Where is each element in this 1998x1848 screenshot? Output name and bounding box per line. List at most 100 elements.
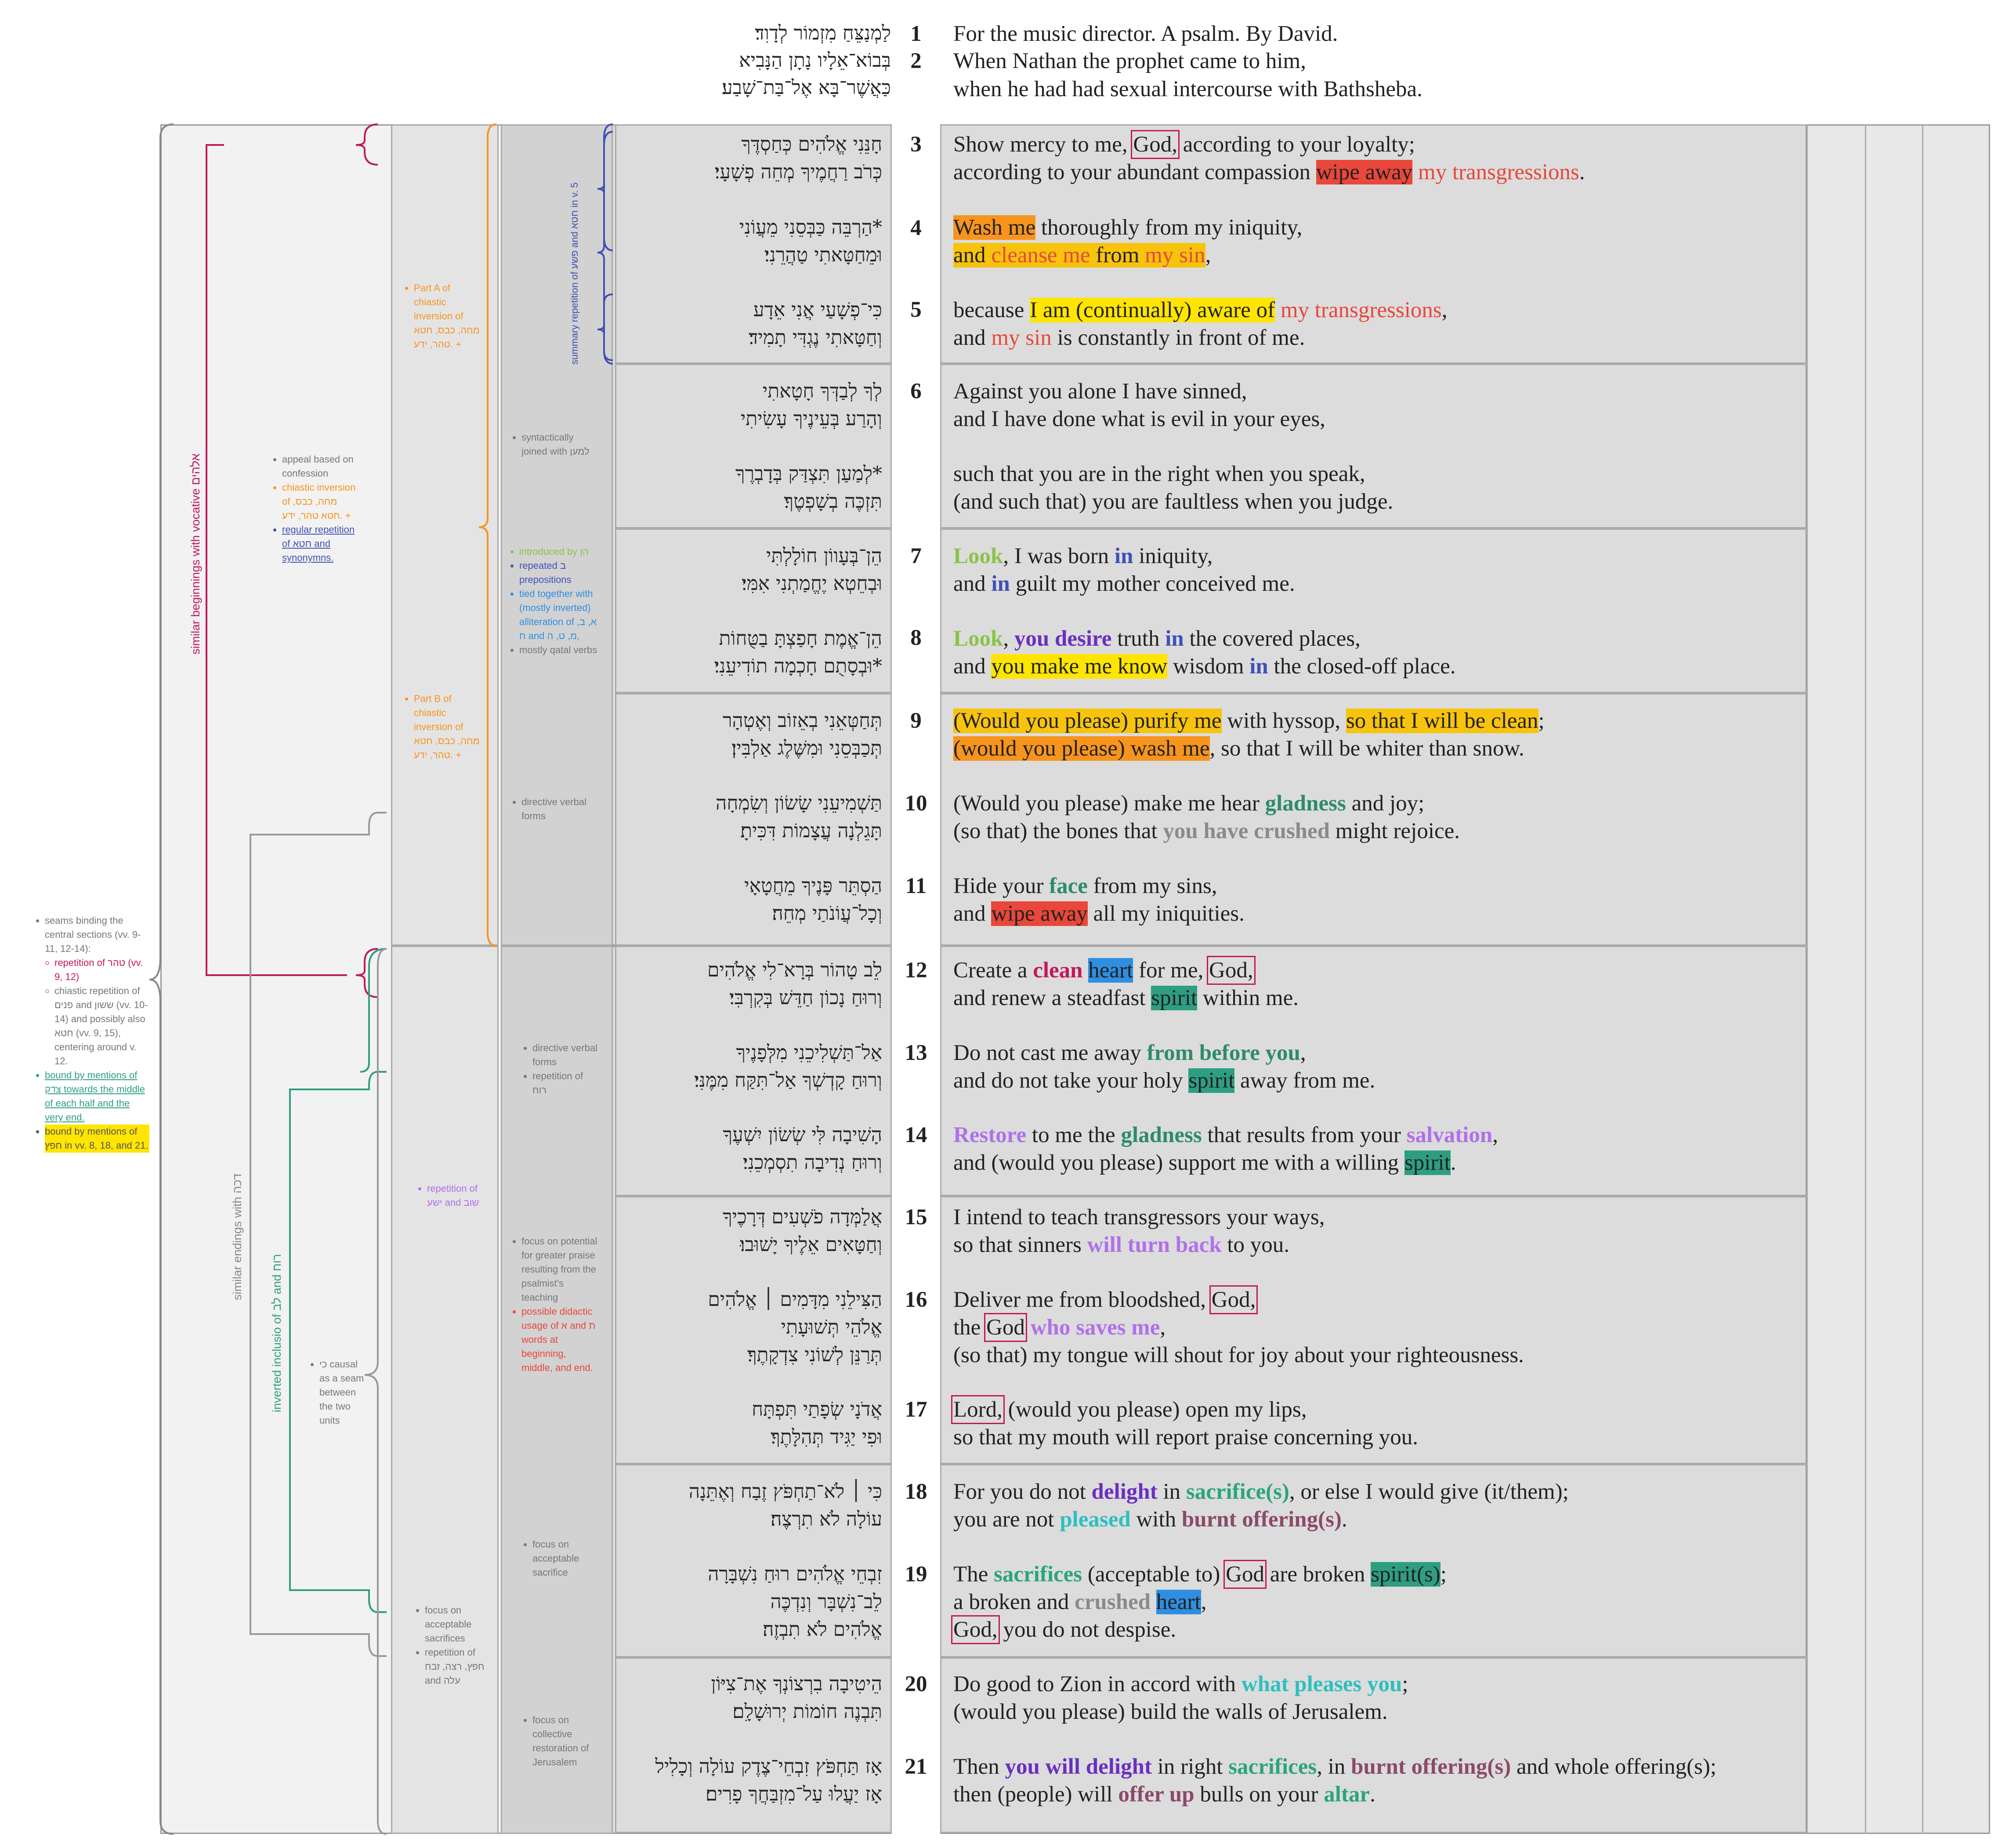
- header-english-1: For the music director. A psalm. By Davi…: [953, 22, 1338, 46]
- english-v20b: (would you please) build the walls of Je…: [953, 1700, 1388, 1724]
- annotation-column-d: [501, 946, 613, 1834]
- english-v14b: and (would you please) support me with a…: [953, 1150, 1456, 1175]
- hebrew-v15b: וְחַטָּאִים אֵלֶיךָ יָשׁוּבוּ׃: [740, 1233, 882, 1256]
- english-v21a: Then you will delight in right sacrifice…: [953, 1754, 1717, 1779]
- hebrew-v19a: זִבְחֵי אֱלֹהִים רוּחַ נִשְׁבָּרָה: [708, 1563, 882, 1585]
- he-box-15-17: [615, 1196, 892, 1464]
- english-v16b: the God who saves me,: [953, 1313, 1166, 1342]
- section-box-18-19: [940, 1464, 1808, 1657]
- magenta-brace-mid: [355, 948, 378, 998]
- hebrew-v4a: *הַרְבֵּה כַּבְּסֵנִי מֵעֲוֹנִי: [739, 216, 882, 239]
- english-v12a: Create a clean heart for me, God,: [953, 956, 1256, 985]
- header-hebrew-3: כַּאֲשֶׁר־בָּא אֶל־בַּת־שָׁבַע׃: [721, 76, 891, 99]
- verse-number-8: 8: [910, 626, 922, 650]
- seams-note: seams binding the central sections (vv. …: [35, 914, 149, 1153]
- hebrew-v7a: הֵן־בְּעָווֹן חוֹלָלְתִּי: [766, 545, 882, 567]
- verse-number-5: 5: [910, 297, 922, 322]
- hebrew-v21a: אָז תַּחְפֹּץ זִבְחֵי־צֶדֶק עוֹלָה וְכָל…: [655, 1755, 882, 1778]
- english-v4a: Wash me thoroughly from my iniquity,: [953, 215, 1303, 240]
- hebrew-v14b: וְרוּחַ נְדִיבָה תִסְמְכֵנִי׃: [743, 1151, 882, 1174]
- english-v19a: The sacrifices (acceptable to) God are b…: [953, 1560, 1447, 1589]
- verse-number-12: 12: [905, 958, 927, 983]
- dakah-bracket: [250, 812, 387, 1657]
- english-v6b: and I have done what is evil in your eye…: [953, 407, 1325, 431]
- inclusio-label: inverted inclusio of לב and רוח: [270, 1254, 283, 1412]
- english-v6d: (and such that) you are faultless when y…: [953, 489, 1394, 514]
- annotation-column-c: [501, 124, 613, 946]
- english-v3b: according to your abundant compassion wi…: [953, 160, 1585, 184]
- verse-number-13: 13: [905, 1041, 927, 1065]
- vocative-god: God,: [1131, 130, 1180, 159]
- english-v9b: (would you please) wash me, so that I wi…: [953, 736, 1524, 761]
- section-box-15-17: [940, 1196, 1808, 1464]
- hebrew-v9b: תְּכַבְּסֵנִי וּמִשֶּׁלֶג אַלְבִּין׃: [731, 737, 882, 759]
- verse-number-16: 16: [905, 1287, 927, 1312]
- english-v17b: so that my mouth will report praise conc…: [953, 1425, 1419, 1450]
- english-panel-b: [940, 946, 1819, 1834]
- english-v19c: God, you do not despise.: [951, 1615, 1176, 1644]
- hebrew-v19c: אֱלֹהִים לֹא תִבְזֶה׃: [763, 1618, 882, 1641]
- annotation-column-b: [391, 946, 499, 1834]
- english-v11b: and wipe away all my iniquities.: [953, 901, 1245, 926]
- verse-number-9: 9: [910, 709, 922, 733]
- verse-number-2: 2: [910, 49, 922, 73]
- he-box-12-14: [615, 946, 892, 1196]
- focus-collective-note: focus on collective restoration of Jerus…: [523, 1713, 597, 1769]
- hebrew-v4b: וּמֵחַטָּאתִי טַהֲרֵנִי׃: [764, 244, 882, 266]
- section-box-12-14: [940, 946, 1808, 1196]
- verse-number-10: 10: [905, 791, 927, 816]
- hebrew-v7b: וּבְחֵטְא יֶחֱמַתְנִי אִמִּי׃: [742, 572, 882, 595]
- hebrew-v8b: *וּבְסָתֻם חָכְמָה תוֹדִיעֵנִי׃: [714, 655, 882, 677]
- hebrew-v13b: וְרוּחַ קָדְשְׁךָ אַל־תִּקַּח מִמֶּנִּי׃: [694, 1069, 882, 1092]
- introduced-note: introduced by הן repeated ב prepositions…: [510, 545, 597, 657]
- verse-number-6: 6: [910, 379, 922, 404]
- english-v13b: and do not take your holy spirit away fr…: [953, 1068, 1375, 1093]
- english-v10a: (Would you please) make me hear gladness…: [953, 791, 1425, 816]
- magenta-brace-top: [355, 123, 378, 166]
- verse-number-18: 18: [905, 1479, 927, 1504]
- teal-brace-left: [360, 948, 387, 1073]
- directive-note-1: directive verbal forms: [512, 795, 595, 823]
- hebrew-v11b: וְכָל־עֲוֹנֹתַי מְחֵה׃: [772, 902, 882, 925]
- cleanse-me-highlight: cleanse me: [991, 243, 1090, 268]
- hebrew-v18a: כִּי ׀ לֹא־תַחְפֹּץ זֶבַח וְאֶתֵּנָה: [688, 1480, 882, 1503]
- section-box-3-5: [940, 124, 1808, 364]
- verse-number-11: 11: [905, 874, 927, 898]
- english-v9a: (Would you please) purify me with hyssop…: [953, 709, 1545, 733]
- inclusio-bracket: [289, 1071, 387, 1613]
- right-divider-2: [1922, 124, 1923, 1834]
- hebrew-v17a: אֲדֹנָי שְׂפָתַי תִּפְתָּח: [752, 1398, 882, 1421]
- section-box-7-8: [940, 528, 1808, 693]
- hebrew-v5b: וְחַטָּאתִי נֶגְדִּי תָמִיד׃: [749, 326, 882, 349]
- english-v3a: Show mercy to me, God, according to your…: [953, 130, 1415, 159]
- english-v7b: and in guilt my mother conceived me.: [953, 571, 1295, 596]
- hebrew-v15a: אֲלַמְּדָה פֹשְׁעִים דְּרָכֶיךָ: [722, 1206, 882, 1228]
- dakah-label: similar endings with דכה: [231, 1173, 244, 1300]
- rep-shub-note: repetition of ישע and שוב: [417, 1182, 483, 1210]
- english-v18b: you are not pleased with burnt offering(…: [953, 1507, 1347, 1532]
- english-v4b: and cleanse me from my sin,: [953, 243, 1211, 268]
- hebrew-v8a: הֵן־אֱמֶת חָפַצְתָּ בַטֻּחוֹת: [719, 627, 882, 650]
- vocative-label: similar beginnings with vocative אלהים: [189, 453, 202, 655]
- orange-bracket-a: [478, 123, 497, 947]
- blue-brace-v4: [597, 293, 613, 361]
- hebrew-v18b: עוֹלָה לֹא תִרְצֶה׃: [771, 1508, 882, 1530]
- syntactic-note: syntactically joined with למען: [512, 430, 595, 459]
- header-hebrew-2: בְּבוֹא־אֵלָיו נָתָן הַנָּבִיא: [739, 49, 891, 72]
- english-v14a: Restore to me the gladness that results …: [953, 1123, 1498, 1147]
- english-v18a: For you do not delight in sacrifice(s), …: [953, 1479, 1569, 1504]
- annotation-column-a: [391, 124, 499, 946]
- hebrew-v17b: וּפִי יַגִּיד תְּהִלָּתֶךָ׃: [771, 1426, 882, 1448]
- verse-number-3: 3: [910, 132, 922, 157]
- outer-bracket: [149, 123, 174, 1835]
- english-v8a: Look, you desire truth in the covered pl…: [953, 626, 1361, 651]
- hebrew-v16b: אֱלֹהֵי תְּשׁוּעָתִי: [781, 1316, 882, 1338]
- hebrew-v9a: תְּחַטְּאֵנִי בְאֵזוֹב וְאֶטְהָר: [722, 709, 882, 732]
- he-box-9-11: [615, 693, 892, 946]
- english-v5a: because I am (continually) aware of my t…: [953, 298, 1448, 322]
- verse-number-21: 21: [905, 1754, 927, 1779]
- causal-bracket: [364, 948, 387, 1835]
- english-v17a: Lord, (would you please) open my lips,: [951, 1395, 1307, 1424]
- summary-label: summary repetition of פשע and חטא in v. …: [569, 182, 580, 365]
- hebrew-v16c: תְּרַנֵּן לְשׁוֹנִי צִדְקָתֶךָ׃: [747, 1344, 882, 1366]
